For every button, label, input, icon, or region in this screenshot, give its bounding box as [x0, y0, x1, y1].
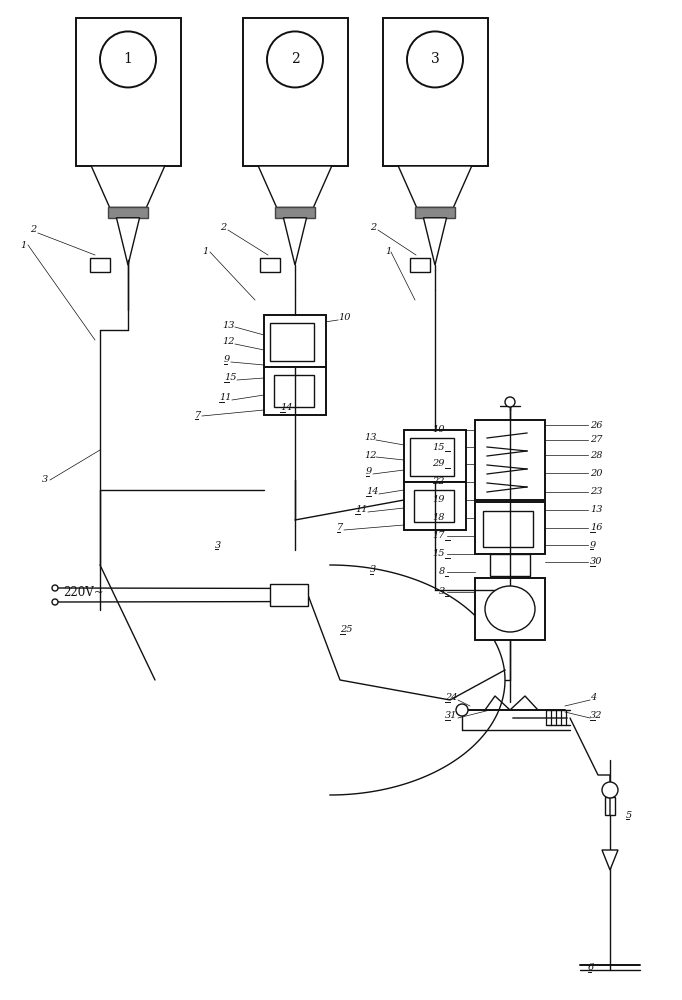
Text: 6: 6: [588, 964, 594, 972]
Text: 30: 30: [590, 558, 602, 566]
Circle shape: [52, 585, 58, 591]
Circle shape: [407, 31, 463, 87]
Text: 2: 2: [220, 224, 226, 232]
Bar: [475, 578, 545, 640]
Bar: [383, 18, 488, 166]
Polygon shape: [398, 166, 472, 207]
Text: 9: 9: [224, 356, 231, 364]
Text: 11: 11: [219, 393, 231, 402]
Bar: [270, 584, 308, 606]
Text: 14: 14: [366, 488, 379, 496]
Text: 13: 13: [364, 434, 376, 442]
Bar: [243, 18, 348, 166]
Bar: [90, 258, 110, 272]
Bar: [264, 315, 326, 367]
Bar: [415, 207, 455, 218]
Text: 2: 2: [291, 52, 299, 66]
Bar: [605, 797, 615, 815]
Bar: [270, 323, 314, 361]
Text: 1: 1: [202, 247, 208, 256]
Polygon shape: [424, 218, 447, 265]
Circle shape: [505, 397, 515, 407]
Text: 17: 17: [432, 532, 445, 540]
Ellipse shape: [485, 586, 535, 632]
Text: 12: 12: [364, 450, 376, 460]
Bar: [108, 207, 148, 218]
Text: 31: 31: [445, 712, 458, 720]
Bar: [475, 502, 545, 554]
Text: 3: 3: [42, 476, 48, 485]
Polygon shape: [602, 850, 618, 870]
Polygon shape: [91, 166, 165, 207]
Text: 10: 10: [432, 426, 445, 434]
Bar: [404, 482, 466, 530]
Text: 13: 13: [222, 320, 235, 330]
Text: 8: 8: [439, 568, 445, 576]
Text: 1: 1: [385, 247, 391, 256]
Text: 11: 11: [355, 506, 368, 514]
Text: 7: 7: [195, 410, 201, 420]
Text: 3: 3: [370, 566, 376, 574]
Text: 15: 15: [432, 442, 445, 452]
Text: 15: 15: [432, 550, 445, 558]
Circle shape: [456, 704, 468, 716]
Text: 3: 3: [439, 587, 445, 596]
Text: 19: 19: [432, 495, 445, 504]
Text: 23: 23: [590, 488, 602, 496]
Text: 28: 28: [590, 450, 602, 460]
Bar: [414, 490, 454, 522]
Text: 2: 2: [370, 224, 376, 232]
Text: 22: 22: [432, 478, 445, 487]
Bar: [76, 18, 181, 166]
Text: 9: 9: [590, 540, 596, 550]
Text: 12: 12: [222, 338, 235, 347]
Text: 9: 9: [366, 468, 372, 477]
Polygon shape: [117, 218, 140, 265]
Text: 3: 3: [430, 52, 439, 66]
Bar: [274, 375, 314, 407]
Text: 29: 29: [432, 460, 445, 468]
Bar: [490, 554, 530, 576]
Bar: [264, 367, 326, 415]
Text: 1: 1: [123, 52, 132, 66]
Text: 220V~: 220V~: [63, 585, 104, 598]
Bar: [410, 438, 454, 476]
Text: 15: 15: [224, 373, 237, 382]
Text: 24: 24: [445, 694, 458, 702]
Bar: [475, 420, 545, 500]
Text: 18: 18: [432, 514, 445, 522]
Text: 14: 14: [280, 403, 293, 412]
Circle shape: [52, 599, 58, 605]
Text: 5: 5: [626, 810, 632, 820]
Text: 20: 20: [590, 468, 602, 478]
Text: 10: 10: [338, 314, 351, 322]
Text: 16: 16: [590, 524, 602, 532]
Circle shape: [602, 782, 618, 798]
Text: 26: 26: [590, 420, 602, 430]
Bar: [260, 258, 280, 272]
Bar: [404, 430, 466, 482]
Text: 2: 2: [30, 226, 36, 234]
Bar: [410, 258, 430, 272]
Polygon shape: [284, 218, 306, 265]
Text: 3: 3: [215, 540, 221, 550]
Text: 4: 4: [590, 694, 596, 702]
Bar: [275, 207, 315, 218]
Polygon shape: [258, 166, 331, 207]
Text: 13: 13: [590, 506, 602, 514]
Circle shape: [267, 31, 323, 87]
Text: 25: 25: [340, 626, 353, 635]
Text: 7: 7: [337, 524, 343, 532]
Text: 27: 27: [590, 436, 602, 444]
Text: 1: 1: [20, 240, 26, 249]
Bar: [483, 511, 533, 547]
Circle shape: [100, 31, 156, 87]
Text: 32: 32: [590, 712, 602, 720]
